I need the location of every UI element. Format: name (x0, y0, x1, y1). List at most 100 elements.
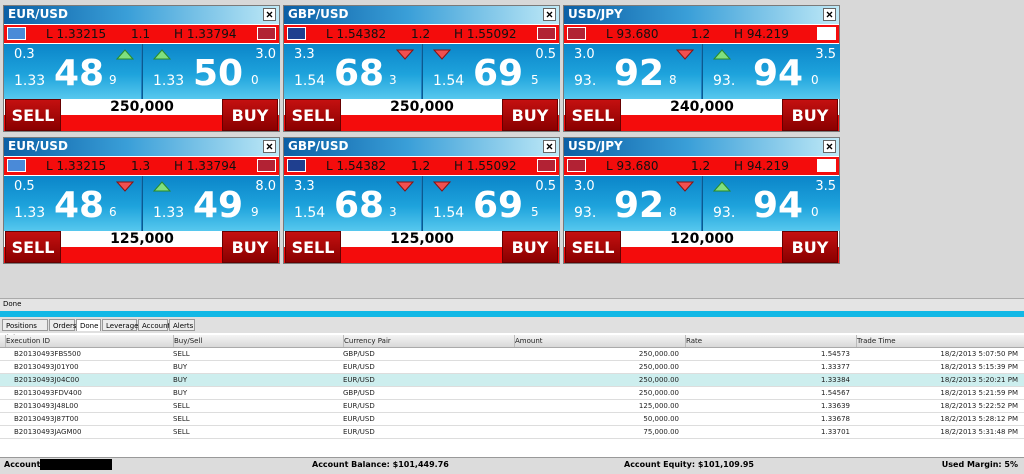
tab[interactable]: Alerts (169, 319, 195, 331)
status-text: Done (3, 300, 22, 308)
order-bar: SELL 125,000 BUY (284, 231, 559, 263)
sell-button[interactable]: SELL (285, 99, 341, 131)
column-header: Amount (514, 335, 680, 347)
quote-tile: USD/JPY L 93.680 1.2 H 94.219 3.0 93. 92 8 3.5 93… (563, 5, 840, 132)
amount[interactable]: 120,000 (670, 231, 734, 247)
table-row[interactable] (0, 374, 1024, 387)
buy-button[interactable]: BUY (502, 231, 558, 263)
table-cell: EUR/USD (343, 415, 375, 423)
sell-button[interactable]: SELL (565, 99, 621, 131)
amount[interactable]: 240,000 (670, 99, 734, 115)
table-row[interactable] (0, 387, 1024, 400)
buy-button[interactable]: BUY (782, 99, 838, 131)
high-price: H 94.219 (734, 159, 789, 173)
high-price: H 1.33794 (174, 27, 237, 41)
table-cell: 250,000.00 (638, 363, 679, 371)
table-cell: 250,000.00 (638, 376, 679, 384)
column-header: Currency Pair (343, 335, 509, 347)
quote-tile: EUR/USD L 1.33215 1.1 H 1.33794 0.3 1.33 48 9 3.… (3, 5, 280, 132)
spread: 1.2 (691, 27, 711, 41)
price-prefix: 1.33 (153, 205, 185, 221)
sell-button[interactable]: SELL (285, 231, 341, 263)
amount[interactable]: 250,000 (110, 99, 174, 115)
close-button[interactable] (263, 8, 276, 21)
spread: 1.2 (411, 159, 431, 173)
trend-arrow (396, 49, 414, 60)
pips: 0.5 (14, 179, 35, 194)
table-row[interactable] (0, 426, 1024, 439)
table-row[interactable] (0, 400, 1024, 413)
order-bar: SELL 250,000 BUY (4, 99, 279, 131)
high-price: H 1.55092 (454, 159, 517, 173)
close-button[interactable] (543, 140, 556, 153)
base-flag (7, 27, 26, 40)
used-margin: Used Margin: 5% (941, 460, 1018, 469)
base-flag (567, 159, 586, 172)
column-header: Trade Time (856, 335, 1019, 347)
buy-button[interactable]: BUY (782, 231, 838, 263)
order-bar-lower (564, 115, 839, 131)
price-big: 50 (193, 53, 244, 94)
amount[interactable]: 250,000 (390, 99, 454, 115)
price-big: 94 (753, 185, 804, 226)
table-row[interactable] (0, 413, 1024, 426)
sell-button[interactable]: SELL (565, 231, 621, 263)
table-cell: BUY (173, 363, 188, 371)
close-button[interactable] (263, 140, 276, 153)
low-price: L 93.680 (606, 159, 659, 173)
buy-button[interactable]: BUY (222, 99, 278, 131)
buy-button[interactable]: BUY (222, 231, 278, 263)
table-cell: B20130493FBS500 (14, 350, 81, 358)
buy-price-panel: 0.5 1.54 69 5 (422, 44, 560, 99)
buy-button[interactable]: BUY (502, 99, 558, 131)
base-flag (7, 159, 26, 172)
trend-arrow (153, 181, 171, 192)
column-header: Rate (685, 335, 851, 347)
range-bar: L 93.680 1.2 H 94.219 (564, 156, 839, 176)
table-cell: 50,000.00 (643, 415, 679, 423)
table-cell: B20130493J04C00 (14, 376, 80, 384)
table-row[interactable] (0, 361, 1024, 374)
trend-arrow (713, 49, 731, 60)
price-prefix: 1.33 (14, 205, 46, 221)
buy-price-panel: 8.0 1.33 49 9 (142, 176, 280, 231)
pips: 3.3 (294, 179, 315, 194)
order-bar-lower (564, 247, 839, 263)
tile-title-bar: GBP/USD (284, 6, 559, 24)
sell-price-panel: 3.0 93. 92 8 (564, 176, 701, 231)
table-cell: 75,000.00 (643, 428, 679, 436)
sell-price-panel: 0.5 1.33 48 6 (4, 176, 141, 231)
low-price: L 1.33215 (46, 159, 107, 173)
price-small: 5 (531, 205, 539, 219)
price-prefix: 1.54 (433, 73, 465, 89)
sell-button[interactable]: SELL (5, 99, 61, 131)
tab[interactable]: Leverage (102, 319, 138, 331)
column-header: Execution ID (5, 335, 168, 347)
price-big: 48 (54, 53, 105, 94)
sell-button[interactable]: SELL (5, 231, 61, 263)
trend-arrow (116, 49, 134, 60)
range-bar: L 93.680 1.2 H 94.219 (564, 24, 839, 44)
low-price: L 1.33215 (46, 27, 107, 41)
close-button[interactable] (823, 8, 836, 21)
amount[interactable]: 125,000 (390, 231, 454, 247)
close-button[interactable] (543, 8, 556, 21)
table-cell: 18/2/2013 5:21:59 PM (940, 389, 1018, 397)
tab[interactable]: Orders (49, 319, 77, 331)
price-small: 0 (811, 205, 819, 219)
tab[interactable]: Done (76, 319, 101, 331)
table-cell: 18/2/2013 5:20:21 PM (940, 376, 1018, 384)
tab[interactable]: Account (138, 319, 170, 331)
account-balance: Account Balance: $101,449.76 (312, 460, 449, 469)
price-big: 49 (193, 185, 244, 226)
quote-flag (537, 27, 556, 40)
tab[interactable]: Positions (1) (2, 319, 48, 342)
amount[interactable]: 125,000 (110, 231, 174, 247)
table-cell: 18/2/2013 5:07:50 PM (940, 350, 1018, 358)
spread: 1.2 (691, 159, 711, 173)
table-row[interactable] (0, 348, 1024, 361)
tab-strip (0, 317, 1024, 333)
pair-name: USD/JPY (568, 139, 623, 153)
quote-tile: GBP/USD L 1.54382 1.2 H 1.55092 3.3 1.54 68 3 0.… (283, 137, 560, 264)
close-button[interactable] (823, 140, 836, 153)
